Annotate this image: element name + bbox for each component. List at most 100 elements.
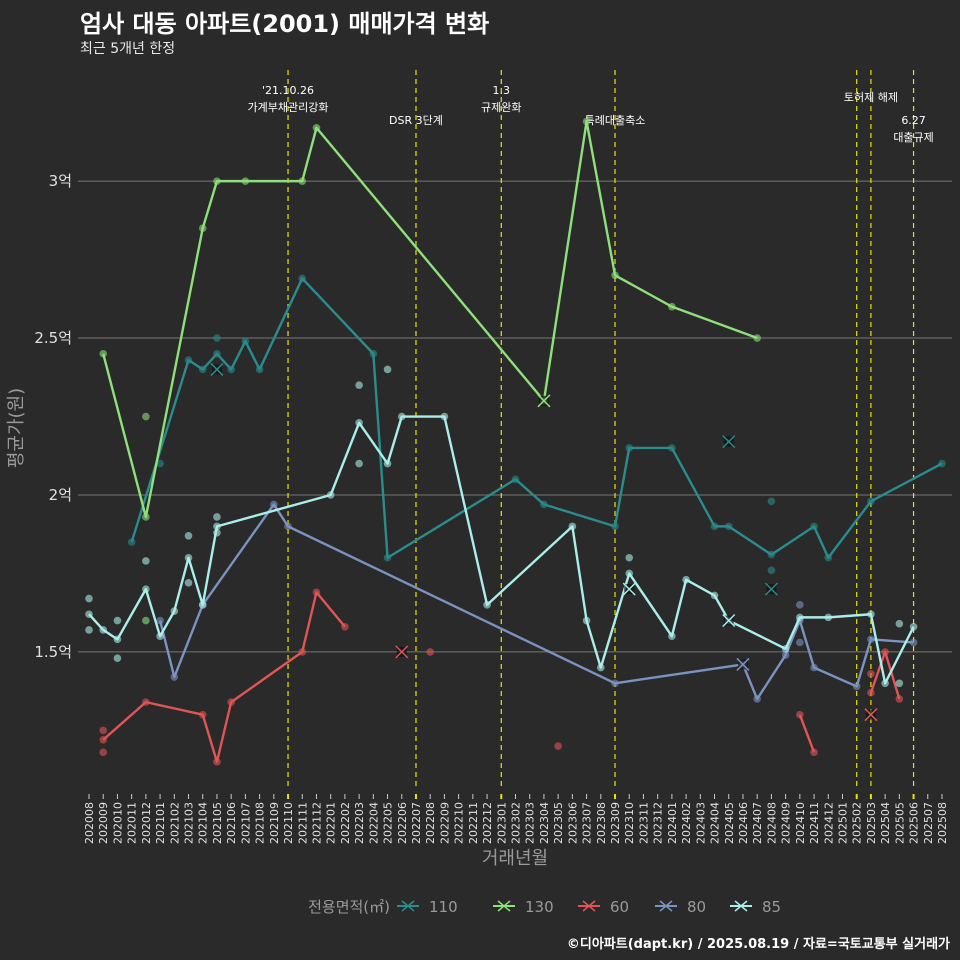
- legend-item-80: 80: [655, 898, 706, 916]
- scatter-point: [796, 638, 804, 647]
- x-tick-label: 202106: [225, 802, 238, 844]
- data-point: [810, 748, 818, 757]
- data-point: [625, 569, 634, 578]
- data-point: [824, 553, 833, 562]
- series-line: [869, 650, 901, 700]
- x-tick-label: 202505: [893, 802, 906, 844]
- data-point: [682, 575, 690, 584]
- x-tick-label: 202211: [467, 802, 480, 844]
- x-tick-label: 202102: [168, 802, 181, 844]
- legend-cross-icon: [734, 900, 748, 912]
- x-tick-label: 202501: [836, 802, 849, 844]
- scatter-point: [113, 616, 122, 625]
- data-point: [213, 177, 221, 185]
- source-footer: ©디아파트(dapt.kr) / 2025.08.19 / 자료=국토교통부 실…: [566, 937, 950, 952]
- x-tick-label: 202205: [382, 802, 395, 844]
- data-point: [184, 356, 193, 364]
- x-tick-label: 202208: [424, 802, 437, 844]
- x-tick-label: 202406: [737, 802, 750, 844]
- data-point: [753, 695, 761, 703]
- x-tick-label: 202304: [538, 802, 551, 844]
- data-point: [938, 459, 946, 468]
- scatter-point: [625, 553, 634, 562]
- data-point: [867, 497, 875, 506]
- event-annotation: 규제완화: [481, 101, 521, 114]
- data-point: [397, 412, 406, 421]
- scatter-point: [895, 679, 904, 688]
- x-tick-label: 202204: [367, 802, 380, 844]
- data-point: [312, 588, 321, 597]
- x-axis-label: 거래년월: [482, 848, 548, 869]
- series-60: [99, 588, 904, 766]
- x-tick-label: 202209: [438, 802, 451, 844]
- scatter-point: [113, 654, 122, 662]
- data-point: [753, 334, 761, 342]
- scatter-point: [355, 459, 363, 468]
- x-tick-label: 202504: [879, 802, 892, 844]
- x-tick-label: 202110: [282, 802, 295, 844]
- series-130: [99, 117, 761, 625]
- y-tick-label: 3억: [49, 172, 72, 190]
- event-annotation: 6.27: [901, 114, 926, 127]
- x-tick-label: 202207: [410, 802, 423, 844]
- x-tick-label: 202311: [637, 802, 650, 844]
- y-tick-label: 1.5억: [34, 643, 72, 661]
- data-point: [255, 365, 264, 374]
- scatter-point: [895, 619, 904, 628]
- data-point: [170, 607, 179, 615]
- data-point: [867, 688, 875, 697]
- data-point: [270, 500, 278, 509]
- scatter-point: [142, 557, 150, 565]
- data-point: [312, 123, 321, 132]
- data-point: [241, 337, 250, 345]
- x-tick-label: 202502: [851, 802, 864, 844]
- data-point: [85, 610, 93, 619]
- data-point: [597, 663, 605, 672]
- legend-label: 85: [762, 898, 781, 916]
- data-point: [341, 622, 349, 631]
- data-point: [724, 522, 733, 531]
- x-tick-label: 202407: [751, 802, 764, 844]
- data-point: [198, 601, 207, 609]
- data-point: [198, 224, 207, 233]
- data-point: [298, 274, 307, 283]
- y-tick-label: 2억: [49, 486, 72, 504]
- event-annotation: 1.3: [493, 84, 511, 97]
- data-point: [796, 710, 804, 719]
- data-point: [198, 365, 207, 374]
- series-85: [85, 365, 918, 688]
- x-tick-label: 202408: [765, 802, 778, 844]
- x-tick-label: 202411: [808, 802, 821, 844]
- cross-marker: [736, 657, 750, 671]
- data-point: [142, 698, 150, 706]
- scatter-point: [85, 626, 93, 634]
- scatter-point: [184, 579, 193, 587]
- x-tick-label: 202309: [609, 802, 622, 844]
- data-point: [582, 616, 591, 625]
- data-point: [767, 550, 776, 559]
- data-point: [511, 475, 520, 484]
- data-point: [710, 522, 719, 531]
- y-axis-label: 평균가(원): [6, 388, 27, 468]
- cross-marker: [722, 435, 736, 449]
- data-point: [781, 644, 790, 653]
- x-tick-label: 202307: [581, 802, 594, 844]
- data-point: [298, 177, 307, 185]
- x-tick-label: 202401: [666, 802, 679, 844]
- x-tick-label: 202507: [922, 802, 935, 844]
- data-point: [383, 459, 392, 468]
- data-point: [156, 632, 164, 641]
- x-tick-label: 202104: [197, 802, 210, 844]
- x-tick-label: 202008: [83, 802, 96, 844]
- data-point: [611, 271, 619, 280]
- data-point: [668, 302, 676, 311]
- x-tick-label: 202508: [936, 802, 949, 844]
- data-point: [483, 601, 491, 609]
- data-point: [881, 679, 889, 688]
- legend-cross-icon: [401, 900, 415, 912]
- scatter-point: [767, 497, 776, 506]
- legend-cross-icon: [582, 900, 596, 912]
- scatter-point: [426, 648, 435, 656]
- x-tick-label: 202011: [126, 802, 139, 844]
